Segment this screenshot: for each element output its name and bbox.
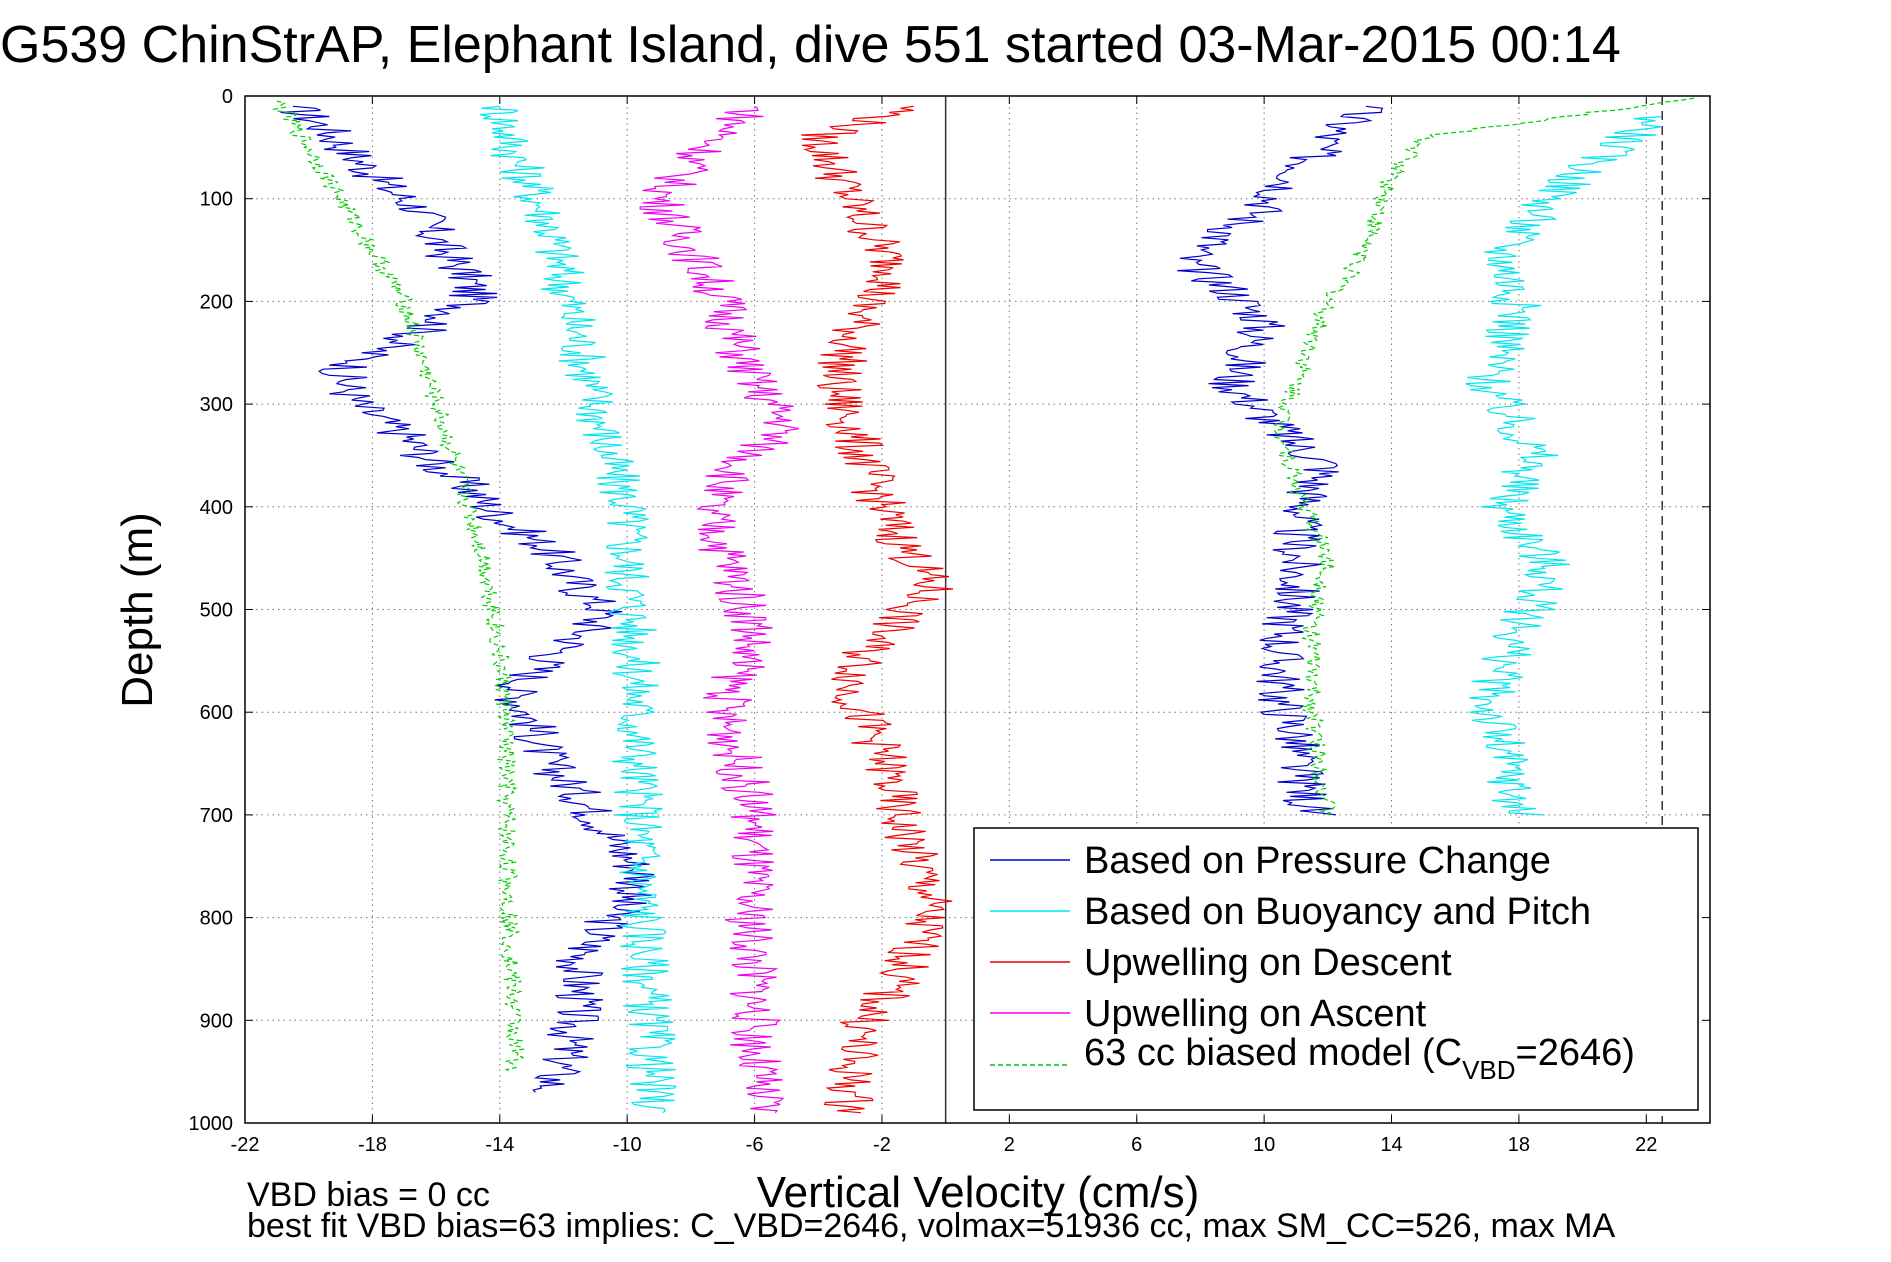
y-tick-label: 1000 (189, 1113, 234, 1135)
y-tick-label: 900 (200, 1010, 233, 1032)
y-tick-label: 700 (200, 805, 233, 827)
y-tick-label: 300 (200, 394, 233, 416)
x-tick-label: 2 (1004, 1134, 1015, 1156)
x-tick-label: 10 (1253, 1134, 1275, 1156)
series-line-descent (801, 105, 954, 1114)
legend-label-descent: Upwelling on Descent (1084, 942, 1452, 984)
series-line-model (271, 97, 1695, 1073)
footer-line-2: best fit VBD bias=63 implies: C_VBD=2646… (247, 1207, 1616, 1245)
x-tick-label: 6 (1131, 1134, 1142, 1156)
x-tick-label: 22 (1635, 1134, 1657, 1156)
chart-title: G539 ChinStrAP, Elephant Island, dive 55… (0, 16, 1621, 74)
legend-label-model: 63 cc biased model (CVBD=2646) (1084, 1032, 1635, 1085)
x-tick-label: -14 (485, 1134, 514, 1156)
legend-label-ascent: Upwelling on Ascent (1084, 993, 1427, 1035)
legend: Based on Pressure Change Based on Buoyanc… (973, 827, 1699, 1111)
x-tick-label: 14 (1380, 1134, 1402, 1156)
x-axis-label: Vertical Velocity (cm/s) (757, 1168, 1200, 1217)
legend-model-suffix: =2646) (1516, 1032, 1635, 1074)
legend-entries: Based on Pressure Change Based on Buoyanc… (990, 840, 1635, 1085)
legend-label-pressure: Based on Pressure Change (1084, 840, 1551, 882)
tick-layer: -22 -18 -14 -10 -6 -2 2 6 10 14 18 2201002003004005… (189, 86, 1710, 1156)
legend-model-prefix: 63 cc biased model (C (1084, 1032, 1462, 1074)
legend-box (973, 827, 1699, 1111)
x-tick-label: -18 (358, 1134, 387, 1156)
y-tick-label: 800 (200, 908, 233, 930)
x-tick-label: -10 (613, 1134, 642, 1156)
x-tick-label: -22 (231, 1134, 260, 1156)
series-line-pressure (280, 105, 1384, 1093)
series-line-buoyancy (479, 105, 1663, 1114)
series-line-ascent (639, 105, 800, 1114)
x-tick-label: 18 (1508, 1134, 1530, 1156)
y-tick-label: 400 (200, 497, 233, 519)
footer-line-1: VBD bias = 0 cc (247, 1176, 490, 1214)
y-tick-label: 600 (200, 702, 233, 724)
y-axis-label: Depth (m) (113, 512, 162, 708)
legend-model-subscript: VBD (1462, 1055, 1515, 1085)
y-tick-label: 0 (222, 86, 233, 108)
legend-label-buoyancy: Based on Buoyancy and Pitch (1084, 891, 1591, 933)
y-tick-label: 200 (200, 291, 233, 313)
series-layer (271, 97, 1695, 1114)
y-tick-label: 500 (200, 600, 233, 622)
x-tick-label: -2 (873, 1134, 891, 1156)
y-tick-label: 100 (200, 189, 233, 211)
x-tick-label: -6 (746, 1134, 764, 1156)
